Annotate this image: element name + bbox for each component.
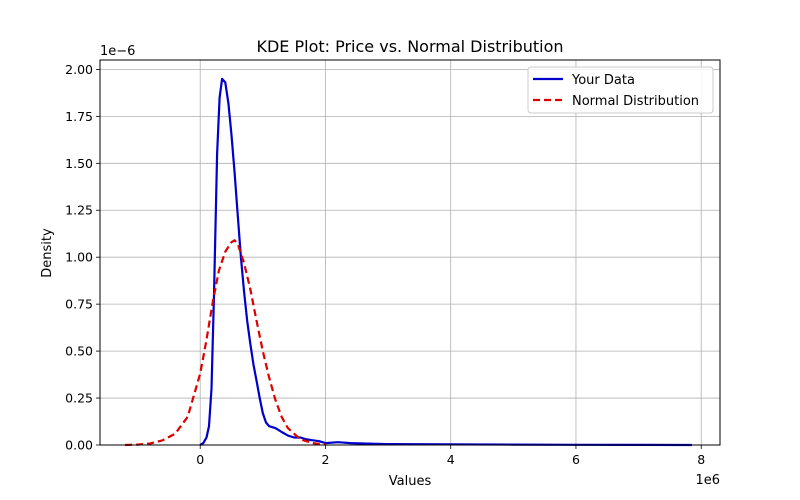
- y-tick-label: 0.75: [65, 297, 93, 312]
- y-tick-label: 0.00: [65, 438, 93, 453]
- x-tick-label: 0: [196, 452, 204, 467]
- y-tick-label: 1.25: [65, 203, 93, 218]
- x-tick-label: 8: [697, 452, 705, 467]
- y-tick-label: 0.25: [65, 391, 93, 406]
- x-tick-label: 6: [572, 452, 580, 467]
- x-tick-label: 4: [447, 452, 455, 467]
- legend-box: [527, 66, 714, 114]
- x-axis-offset-label: 1e6: [695, 473, 720, 488]
- y-tick-label: 0.50: [65, 344, 93, 359]
- y-axis-offset-label: 1e−6: [100, 44, 135, 59]
- plot-frame: [99, 59, 721, 446]
- axis-ticks: 0 2 4 6 8 0.00 0.25 0.50 0.75 1.00 1.25 1.50 1.75 2.0…: [65, 62, 705, 467]
- x-tick-label: 2: [321, 452, 329, 467]
- legend: Your Data Normal Distribution: [527, 66, 714, 114]
- y-tick-label: 1.00: [65, 250, 93, 265]
- grid-lines: [100, 60, 720, 446]
- y-tick-label: 1.75: [65, 109, 93, 124]
- x-axis-label: Values: [389, 474, 432, 489]
- series-lines: [125, 77, 692, 447]
- chart-title: KDE Plot: Price vs. Normal Distribution: [256, 37, 563, 56]
- y-tick-label: 1.50: [65, 156, 93, 171]
- legend-label-your-data: Your Data: [571, 73, 635, 88]
- series-line-your-data: [199, 77, 692, 447]
- series-line-normal-distribution: [125, 239, 326, 447]
- legend-label-normal-distribution: Normal Distribution: [572, 94, 699, 109]
- y-axis-label: Density: [40, 228, 55, 278]
- y-tick-label: 2.00: [65, 62, 93, 77]
